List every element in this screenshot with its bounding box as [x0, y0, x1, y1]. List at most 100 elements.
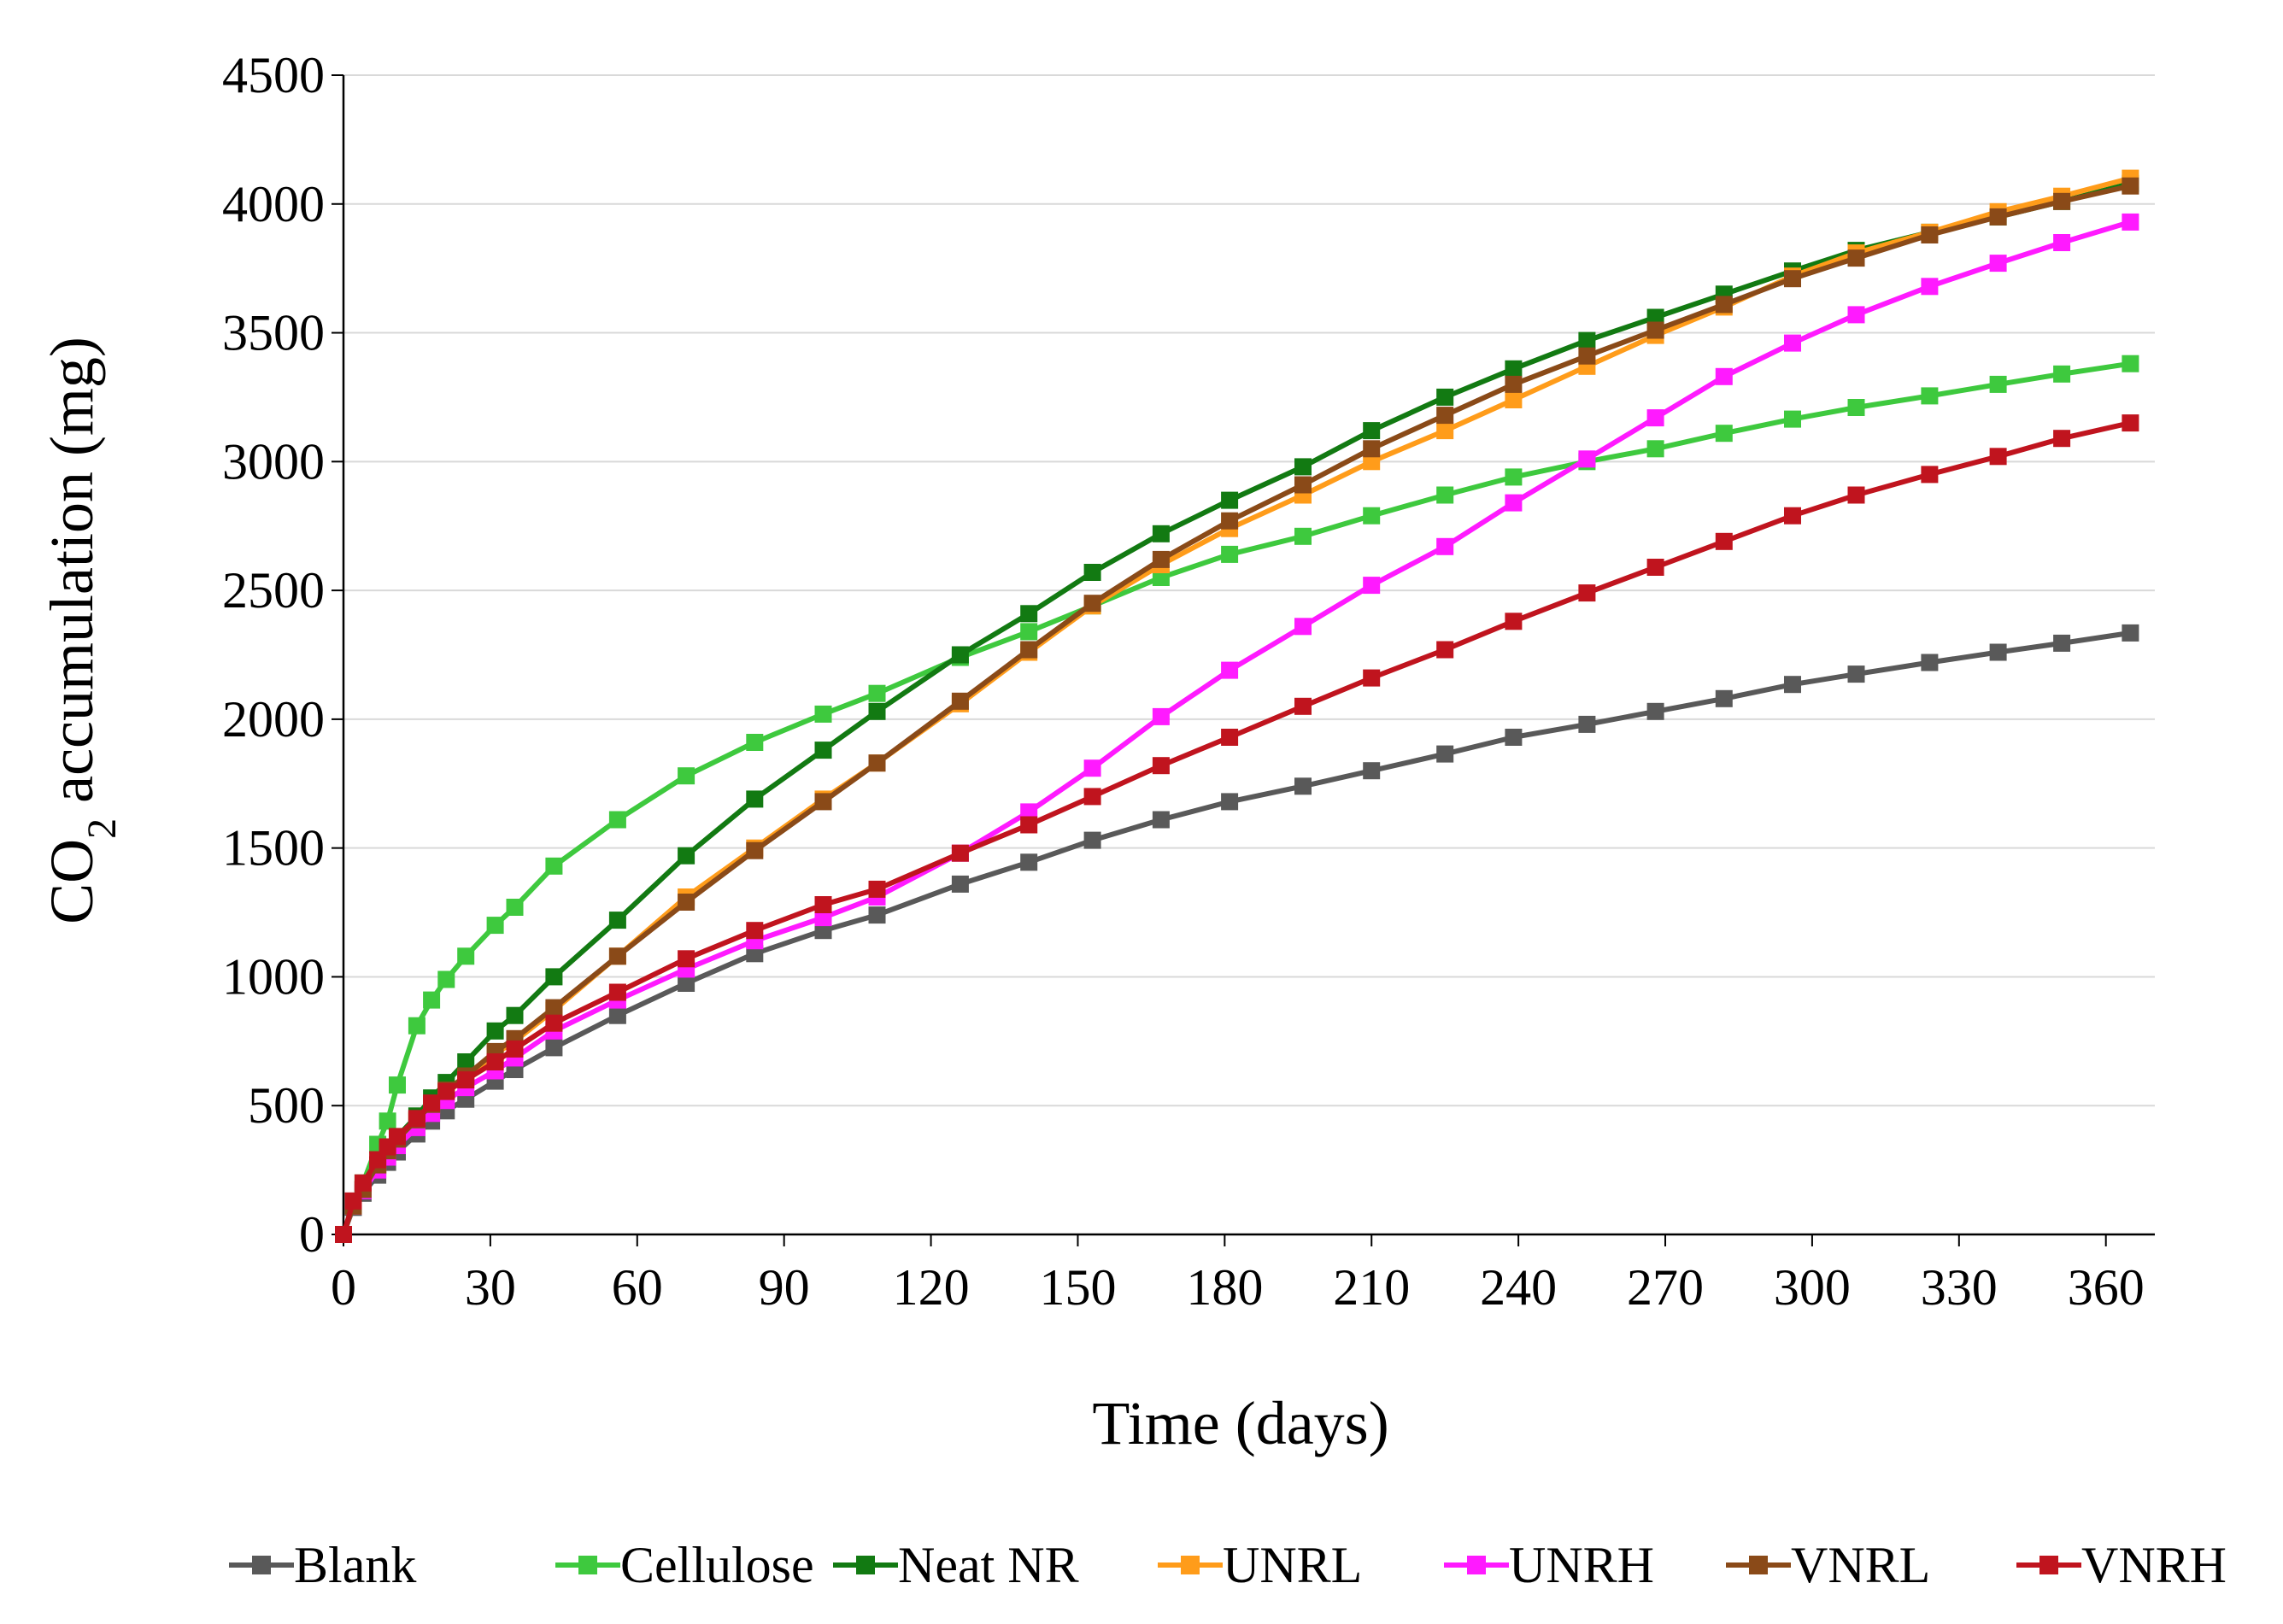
data-point: [1436, 388, 1454, 406]
y-tick-label: 3000: [222, 433, 325, 490]
data-point: [457, 1071, 475, 1089]
data-point: [1294, 527, 1312, 545]
legend-label: Blank: [294, 1537, 416, 1593]
series-lines: [335, 169, 2139, 1243]
data-point: [1020, 816, 1038, 834]
x-tick-label: 300: [1774, 1259, 1851, 1316]
x-tick-label: 90: [759, 1259, 810, 1316]
data-point: [486, 917, 504, 935]
data-point: [1083, 595, 1101, 613]
data-point: [1921, 466, 1939, 484]
data-point: [746, 734, 764, 751]
data-point: [1505, 468, 1523, 486]
data-point: [678, 950, 695, 968]
data-point: [1921, 226, 1939, 243]
data-point: [1847, 306, 1865, 324]
x-tick-label: 330: [1921, 1259, 1998, 1316]
data-point: [1363, 507, 1381, 525]
data-point: [545, 1039, 563, 1057]
data-point: [1363, 440, 1381, 458]
data-point: [1152, 811, 1170, 829]
x-axis-title: Time (days): [1092, 1389, 1388, 1457]
y-tick-label: 1000: [222, 948, 325, 1005]
data-point: [1294, 777, 1312, 795]
data-point: [486, 1053, 504, 1070]
legend-entry: VNRL: [1726, 1537, 1930, 1593]
data-point: [1083, 831, 1101, 849]
data-point: [1221, 661, 1239, 679]
data-point: [1847, 399, 1865, 416]
y-tick-label: 0: [299, 1206, 325, 1263]
series-neat-nr: [335, 174, 2139, 1243]
data-point: [746, 945, 764, 963]
data-point: [1784, 410, 1801, 428]
legend-marker: [1749, 1556, 1768, 1574]
data-point: [678, 847, 695, 865]
series-line: [341, 180, 2132, 1235]
series-line: [341, 183, 2132, 1235]
series-vnrh: [335, 414, 2139, 1243]
data-point: [1294, 476, 1312, 494]
data-point: [1578, 331, 1596, 349]
data-point: [608, 983, 626, 1001]
data-point: [379, 1112, 396, 1130]
data-point: [1363, 762, 1381, 780]
data-point: [335, 1226, 352, 1243]
data-point: [678, 767, 695, 785]
data-point: [1578, 584, 1596, 602]
data-point: [1989, 255, 2007, 273]
legend-entry: VNRH: [2016, 1537, 2227, 1593]
data-point: [2053, 365, 2071, 383]
legend-label: VNRH: [2081, 1537, 2227, 1593]
data-point: [2053, 192, 2071, 210]
data-point: [389, 1076, 406, 1094]
data-point: [868, 880, 886, 898]
data-point: [1221, 729, 1239, 746]
legend-entry: UNRL: [1158, 1537, 1362, 1593]
data-point: [506, 899, 524, 916]
data-point: [868, 906, 886, 924]
data-point: [2122, 177, 2139, 195]
data-point: [1152, 550, 1170, 568]
data-point: [1294, 458, 1312, 476]
data-point: [1784, 676, 1801, 694]
data-point: [1921, 654, 1939, 671]
data-point: [1989, 208, 2007, 226]
data-point: [1646, 702, 1664, 720]
axes: 0 500 1000 1500 2000 2500 3000 3500 4000 4500 0 30 6…: [222, 47, 2155, 1316]
data-point: [1921, 278, 1939, 296]
data-point: [408, 1110, 425, 1128]
data-point: [1784, 507, 1801, 525]
legend-marker: [2039, 1556, 2058, 1574]
data-point: [1505, 360, 1523, 378]
data-point: [814, 922, 832, 940]
data-point: [1847, 486, 1865, 504]
legend-label: UNRL: [1223, 1537, 1362, 1593]
data-point: [1436, 407, 1454, 425]
legend-entry: Cellulose: [555, 1537, 814, 1593]
x-tick-label: 150: [1039, 1259, 1116, 1316]
legend-label: UNRH: [1509, 1537, 1654, 1593]
data-point: [1436, 422, 1454, 440]
data-point: [1715, 296, 1733, 314]
data-point: [868, 754, 886, 772]
data-point: [1505, 729, 1523, 746]
data-point: [545, 968, 563, 986]
series-line: [341, 220, 2132, 1235]
y-tick-label: 4500: [222, 47, 325, 103]
data-point: [437, 970, 455, 988]
data-point: [1715, 689, 1733, 707]
data-point: [354, 1174, 372, 1192]
data-point: [608, 947, 626, 965]
data-point: [1921, 387, 1939, 405]
x-tick-label: 360: [2068, 1259, 2145, 1316]
legend-label: VNRL: [1791, 1537, 1930, 1593]
data-point: [1221, 793, 1239, 811]
x-tick-label: 0: [331, 1259, 356, 1316]
data-point: [814, 793, 832, 811]
data-point: [814, 909, 832, 927]
legend-label: Neat NR: [898, 1537, 1079, 1593]
data-point: [545, 1014, 563, 1032]
y-tick-label: 2500: [222, 562, 325, 619]
